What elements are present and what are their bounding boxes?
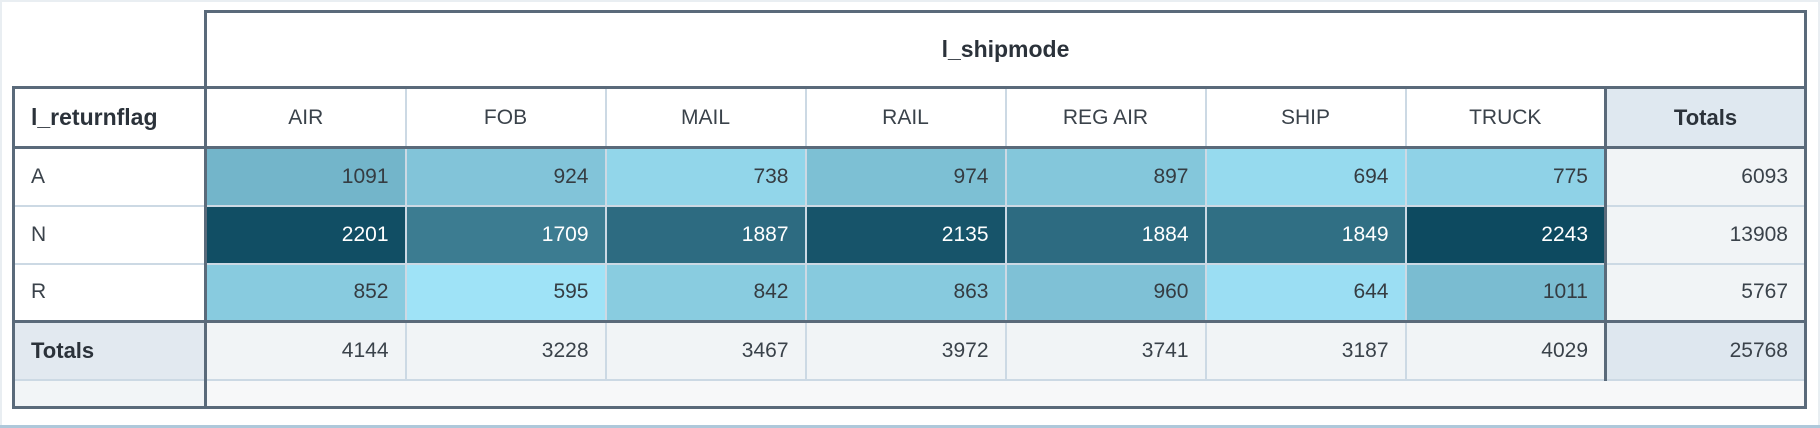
data-cell-a-air[interactable]: 1091 xyxy=(204,146,407,207)
row-label-n[interactable]: N xyxy=(12,205,207,265)
row-totals-column-header[interactable]: Totals xyxy=(1604,86,1807,149)
data-cell-r-air[interactable]: 852 xyxy=(204,262,407,323)
column-total-cell-fob[interactable]: 3228 xyxy=(404,320,607,381)
data-cell-n-reg-air[interactable]: 1884 xyxy=(1004,204,1207,265)
column-total-cell-air[interactable]: 4144 xyxy=(204,320,407,381)
corner-spacer xyxy=(13,11,206,88)
row-total-cell-n[interactable]: 13908 xyxy=(1604,205,1807,265)
column-header-reg-air[interactable]: REG AIR xyxy=(1004,86,1207,149)
data-row-r: R 852 595 842 863 960 644 1011 5767 xyxy=(12,262,1807,323)
pivot-table: l_shipmode l_returnflag AIR FOB MAIL RAIL RE… xyxy=(12,10,1807,409)
column-header-rail[interactable]: RAIL xyxy=(804,86,1007,149)
data-cell-r-mail[interactable]: 842 xyxy=(604,262,807,323)
group-header-row: l_shipmode xyxy=(13,10,1807,89)
column-header-truck[interactable]: TRUCK xyxy=(1404,86,1607,149)
row-label-a[interactable]: A xyxy=(12,147,207,207)
data-cell-n-fob[interactable]: 1709 xyxy=(404,204,607,265)
card-bottom-edge xyxy=(0,425,1820,428)
empty-footer-cell xyxy=(204,378,1807,409)
data-cell-a-ship[interactable]: 694 xyxy=(1204,146,1407,207)
column-header-fob[interactable]: FOB xyxy=(404,86,607,149)
data-cell-a-rail[interactable]: 974 xyxy=(804,146,1007,207)
data-cell-a-truck[interactable]: 775 xyxy=(1404,146,1607,207)
column-total-cell-reg-air[interactable]: 3741 xyxy=(1004,320,1207,381)
empty-footer-row xyxy=(12,378,1807,409)
data-row-a: A 1091 924 738 974 897 694 775 6093 xyxy=(12,146,1807,207)
data-cell-n-ship[interactable]: 1849 xyxy=(1204,204,1407,265)
column-header-row: l_returnflag AIR FOB MAIL RAIL REG AIR SHIP TR… xyxy=(12,86,1807,149)
data-cell-r-ship[interactable]: 644 xyxy=(1204,262,1407,323)
data-cell-r-fob[interactable]: 595 xyxy=(404,262,607,323)
column-header-ship[interactable]: SHIP xyxy=(1204,86,1407,149)
column-total-cell-ship[interactable]: 3187 xyxy=(1204,320,1407,381)
empty-footer-left-cell xyxy=(12,378,207,409)
data-cell-n-rail[interactable]: 2135 xyxy=(804,204,1007,265)
data-cell-n-truck[interactable]: 2243 xyxy=(1404,204,1607,265)
data-cell-r-rail[interactable]: 863 xyxy=(804,262,1007,323)
grand-total-cell[interactable]: 25768 xyxy=(1604,320,1807,381)
data-cell-n-air[interactable]: 2201 xyxy=(204,204,407,265)
row-label-r[interactable]: R xyxy=(12,263,207,323)
data-cell-a-fob[interactable]: 924 xyxy=(404,146,607,207)
column-header-air[interactable]: AIR xyxy=(204,86,407,149)
column-header-mail[interactable]: MAIL xyxy=(604,86,807,149)
column-total-cell-truck[interactable]: 4029 xyxy=(1404,320,1607,381)
data-cell-a-reg-air[interactable]: 897 xyxy=(1004,146,1207,207)
data-row-n: N 2201 1709 1887 2135 1884 1849 2243 13908 xyxy=(12,204,1807,265)
data-cell-r-reg-air[interactable]: 960 xyxy=(1004,262,1207,323)
data-cell-r-truck[interactable]: 1011 xyxy=(1404,262,1607,323)
data-cell-n-mail[interactable]: 1887 xyxy=(604,204,807,265)
totals-row-label[interactable]: Totals xyxy=(12,320,207,381)
column-dimension-header: l_shipmode xyxy=(204,10,1807,89)
row-total-cell-r[interactable]: 5767 xyxy=(1604,263,1807,323)
column-total-cell-mail[interactable]: 3467 xyxy=(604,320,807,381)
column-total-cell-rail[interactable]: 3972 xyxy=(804,320,1007,381)
data-cell-a-mail[interactable]: 738 xyxy=(604,146,807,207)
row-total-cell-a[interactable]: 6093 xyxy=(1604,147,1807,207)
column-totals-row: Totals 4144 3228 3467 3972 3741 3187 4029 25768 xyxy=(12,320,1807,381)
row-dimension-header: l_returnflag xyxy=(12,86,207,149)
